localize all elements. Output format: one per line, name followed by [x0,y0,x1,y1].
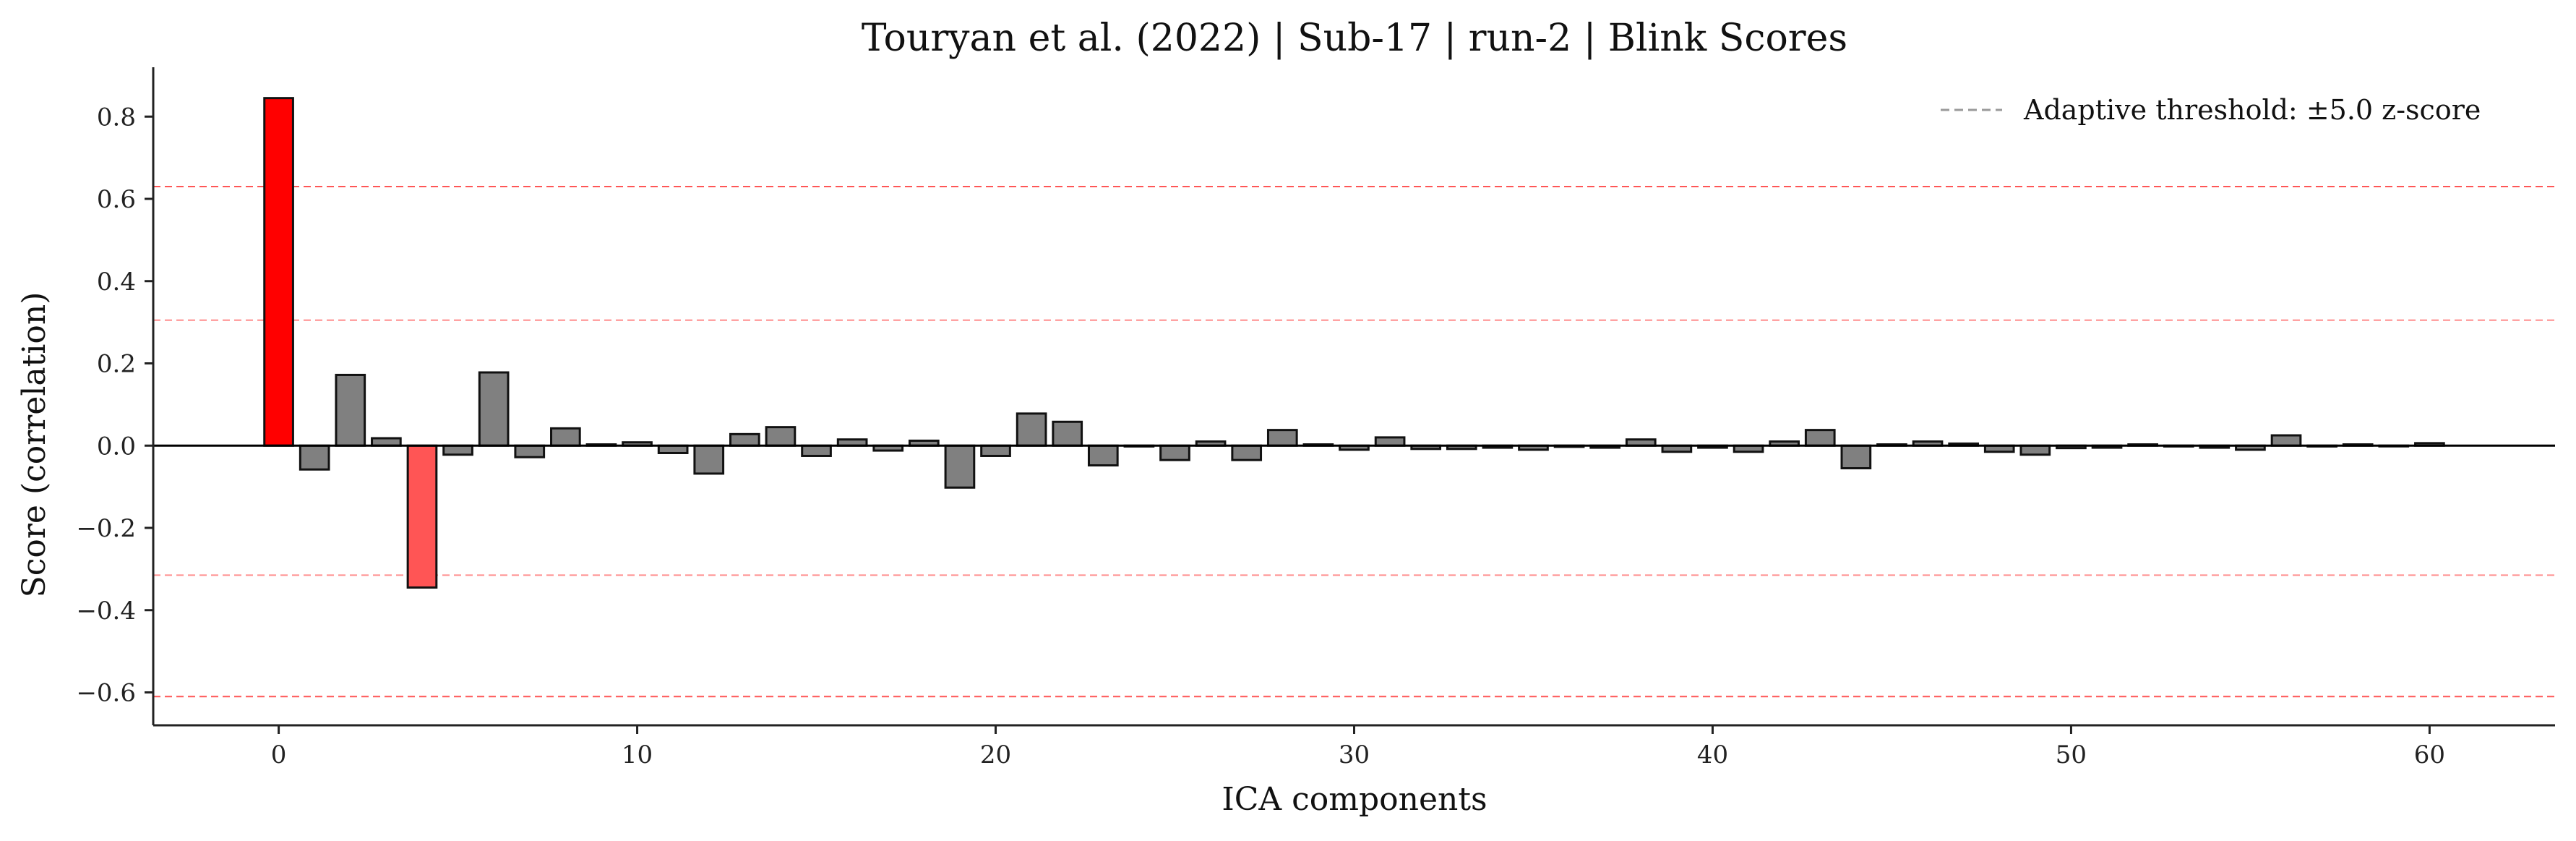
x-tick-label: 30 [1339,740,1370,769]
x-tick-label: 10 [622,740,653,769]
bar-component-49 [2019,444,2051,456]
chart-title: Touryan et al. (2022) | Sub-17 | run-2 |… [862,17,1847,60]
bar-component-44 [1840,444,1872,470]
y-tick-label: 0.4 [97,268,136,296]
bar-component-27 [1231,444,1263,461]
legend: Adaptive threshold: ±5.0 z-score [1941,94,2481,126]
bar-component-1 [299,444,330,471]
bar-component-3 [371,437,402,447]
bar-component-22 [1052,420,1083,447]
bar-component-28 [1266,429,1298,447]
bar-component-7 [514,444,546,458]
bar-component-2 [335,373,366,447]
bar-component-23 [1087,444,1119,467]
x-tick-label: 50 [2056,740,2087,769]
bar-component-13 [729,432,760,447]
bar-component-11 [657,444,689,454]
bar-component-0 [263,97,294,447]
bar-component-20 [980,444,1011,457]
bar-component-56 [2270,434,2302,447]
y-tick-label: −0.4 [76,597,136,626]
bar-component-14 [765,426,797,447]
bar-component-8 [550,427,581,447]
legend-label-threshold: Adaptive threshold: ±5.0 z-score [2023,94,2481,126]
y-tick-label: −0.6 [76,679,136,708]
bar-component-43 [1804,429,1836,447]
bar-component-4 [406,444,438,589]
bar-component-31 [1374,436,1406,447]
y-tick-label: 0.8 [97,103,136,132]
bar-component-15 [801,444,832,457]
x-tick-label: 60 [2414,740,2445,769]
bar-component-12 [693,444,725,475]
x-tick-label: 0 [271,740,287,769]
y-tick-label: −0.2 [76,514,136,543]
plot-area: 0 10 20 30 40 50 60 −0.6 −0.4 −0.2 0.0 0.2 0.4 0.6 0.8 [76,67,2555,769]
bar-component-6 [478,371,510,447]
bar-component-19 [944,444,976,489]
bar-component-5 [442,444,473,456]
y-axis-label: Score (correlation) [16,292,53,598]
x-tick-label: 20 [980,740,1011,769]
x-axis-label: ICA components [1222,781,1487,818]
bar-component-21 [1016,412,1047,447]
y-tick-label: 0.6 [97,185,136,214]
y-tick-label: 0.2 [97,350,136,379]
x-tick-label: 40 [1697,740,1728,769]
bar-component-25 [1159,444,1190,461]
y-tick-label: 0.0 [97,432,136,461]
